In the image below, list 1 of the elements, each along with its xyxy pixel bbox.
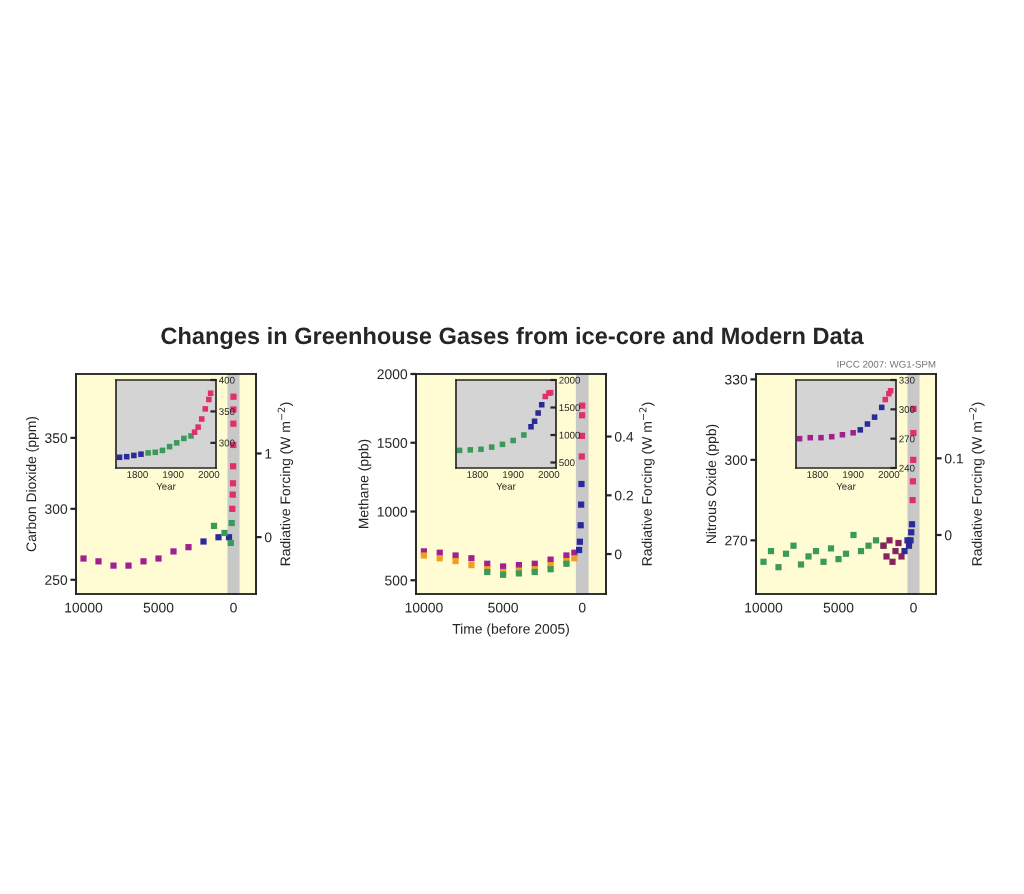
text: Changes in Greenhouse Gases from ice-core and Modern Data [161, 326, 864, 349]
